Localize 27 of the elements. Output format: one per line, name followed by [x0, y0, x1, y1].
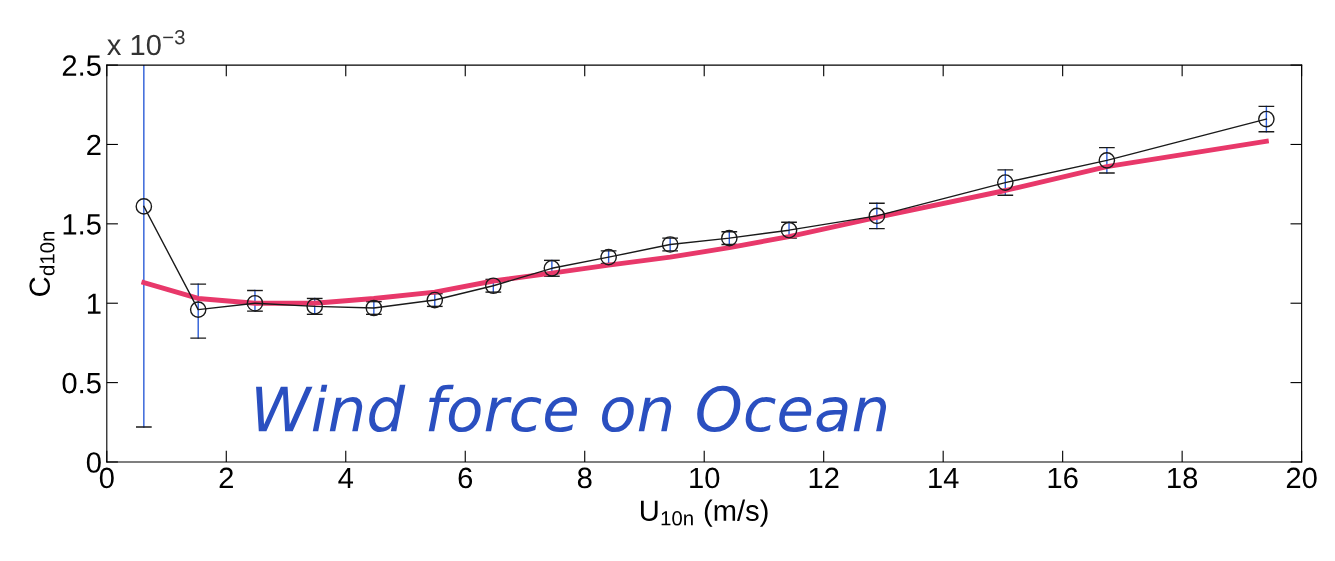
x-tick-label: 4 — [338, 467, 354, 488]
x-tick-label: 20 — [1286, 467, 1317, 489]
x-tick-label: 6 — [458, 467, 473, 489]
y-tick-label: 2 — [87, 134, 101, 156]
x-tick-label: 18 — [1168, 467, 1198, 489]
text: x 10$^{−3}$ — [107, 29, 185, 56]
annotation: Wind force on Ocean — [256, 384, 887, 433]
point — [1098, 151, 1116, 169]
y-tick-label: 0.5 — [62, 372, 101, 394]
y-axis-title: C$_{d10n}$ — [29, 231, 55, 296]
y-tick-label: 2.5 — [62, 55, 101, 76]
point — [189, 301, 207, 318]
y-tick-label: 1.5 — [63, 214, 101, 235]
x-tick-label: 2 — [219, 467, 233, 488]
y-tick-label: 1 — [87, 293, 101, 314]
point — [1258, 110, 1275, 128]
x-tick-label: 14 — [929, 467, 959, 488]
y-tick-label: 0 — [86, 452, 101, 473]
point — [868, 207, 886, 225]
x-tick-label: 10 — [690, 467, 720, 489]
x-axis-title: U$_{10n}$ (m/s) — [640, 499, 768, 527]
point — [135, 198, 153, 215]
x-tick-label: 8 — [577, 467, 592, 489]
x-tick-label: 16 — [1048, 467, 1078, 489]
point — [246, 294, 264, 312]
point — [996, 174, 1014, 191]
x-tick-label: 12 — [809, 467, 839, 488]
